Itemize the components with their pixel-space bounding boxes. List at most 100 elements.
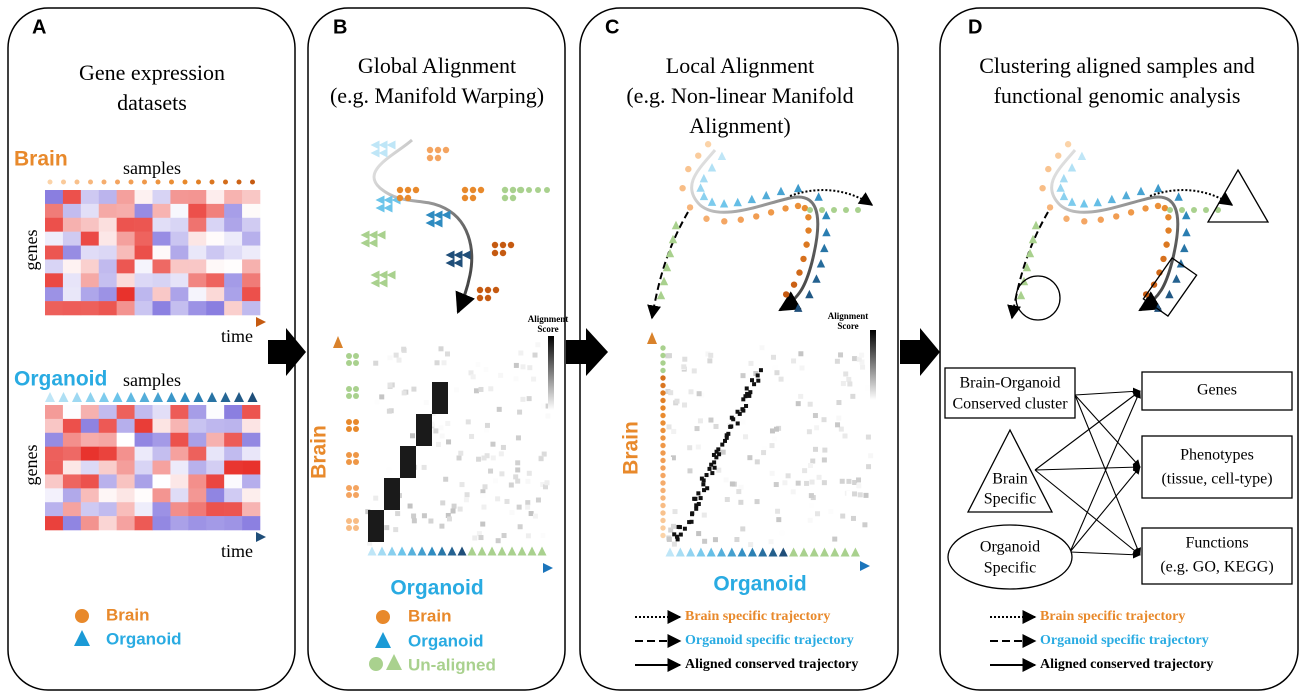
sample-dot [660, 435, 665, 440]
sample-dot [660, 465, 665, 470]
heatmap-cell [224, 259, 242, 273]
heatmap-cell [170, 474, 188, 488]
matrix-cell [725, 497, 730, 502]
matrix-cell [856, 483, 861, 488]
alignment-cell [756, 379, 760, 383]
heatmap-cell [153, 287, 171, 301]
matrix-cell [740, 526, 745, 531]
matrix-cell [533, 353, 538, 358]
sample-dot [1165, 227, 1171, 233]
matrix-cell [692, 368, 697, 373]
matrix-cell [498, 373, 503, 378]
heatmap-cell [206, 502, 224, 516]
heatmap-cell [242, 447, 260, 461]
heatmap-cell [135, 461, 153, 475]
matrix-cell [769, 443, 774, 448]
sample-dot [660, 405, 665, 410]
matrix-cell [796, 401, 801, 406]
heatmap-cell [63, 405, 81, 419]
heatmap-cell [99, 287, 117, 301]
matrix-cell [696, 531, 701, 536]
heatmap-cell [81, 232, 99, 246]
sample-dot [819, 207, 825, 213]
sample-dot [115, 180, 120, 185]
heatmap-cell [99, 232, 117, 246]
heatmap-cell [135, 502, 153, 516]
matrix-cell [808, 518, 813, 523]
sample-dot [435, 147, 441, 153]
matrix-cell [810, 459, 815, 464]
heatmap-cell [99, 419, 117, 433]
matrix-cell [682, 357, 687, 362]
matrix-cell [439, 524, 444, 529]
sample-dot [535, 187, 541, 193]
matrix-cell [384, 525, 389, 530]
heatmap-cell [99, 301, 117, 315]
matrix-cell [755, 459, 760, 464]
heatmap-cell [45, 488, 63, 502]
sample-dot [427, 147, 433, 153]
panel-letter: C [605, 16, 619, 38]
alignment-cell [740, 407, 744, 411]
sample-dot [61, 180, 66, 185]
heatmap-cell [224, 246, 242, 260]
heatmap-cell [170, 502, 188, 516]
heatmap-cell [224, 218, 242, 232]
sample-dot [1191, 207, 1197, 213]
node-label: Conserved cluster [952, 396, 1068, 413]
sample-dot [353, 485, 359, 491]
panel-title: Gene expression [79, 60, 225, 85]
matrix-cell [480, 522, 485, 527]
heatmap-cell [153, 218, 171, 232]
matrix-cell [836, 400, 841, 405]
y-axis-label: Brain [308, 425, 331, 479]
matrix-cell [423, 343, 428, 348]
heatmap-cell [242, 488, 260, 502]
heatmap-cell [170, 433, 188, 447]
sample-dot [353, 525, 359, 531]
matrix-cell [850, 394, 855, 399]
heatmap-cell [117, 232, 135, 246]
sample-dot [800, 256, 806, 262]
sample-dot [346, 426, 352, 432]
heatmap-cell [206, 405, 224, 419]
heatmap-cell [170, 287, 188, 301]
alignment-cell [705, 486, 709, 490]
heatmap-cell [135, 301, 153, 315]
matrix-cell [689, 389, 694, 394]
sample-dot [156, 180, 161, 185]
matrix-cell [838, 352, 843, 357]
sample-dot [795, 203, 801, 209]
score-label: Alignment [828, 311, 869, 321]
sample-dot [346, 485, 352, 491]
sample-dot [369, 657, 383, 671]
sample-dot [660, 480, 665, 485]
sample-dot [660, 390, 665, 395]
matrix-cell [441, 360, 446, 365]
panel-title: datasets [117, 90, 187, 115]
matrix-cell [472, 535, 477, 540]
sample-dot [660, 488, 665, 493]
matrix-cell [708, 353, 713, 358]
heatmap-cell [188, 287, 206, 301]
sample-dot [1155, 203, 1161, 209]
matrix-cell [852, 356, 857, 361]
sample-dot [443, 147, 449, 153]
sample-dot [685, 166, 691, 172]
matrix-cell [466, 419, 471, 424]
matrix-cell [832, 537, 837, 542]
heatmap-cell [153, 204, 171, 218]
alignment-cell [678, 525, 682, 529]
sample-dot [88, 180, 93, 185]
heatmap-cell [63, 433, 81, 447]
heatmap-cell [206, 301, 224, 315]
alignment-cell [694, 507, 698, 511]
matrix-cell [518, 524, 523, 529]
matrix-cell [436, 442, 441, 447]
alignment-cell [697, 502, 701, 506]
sample-dot [660, 420, 665, 425]
sample-dot [1063, 216, 1069, 222]
heatmap-cell [242, 405, 260, 419]
matrix-cell [846, 491, 851, 496]
sample-dot [831, 207, 837, 213]
